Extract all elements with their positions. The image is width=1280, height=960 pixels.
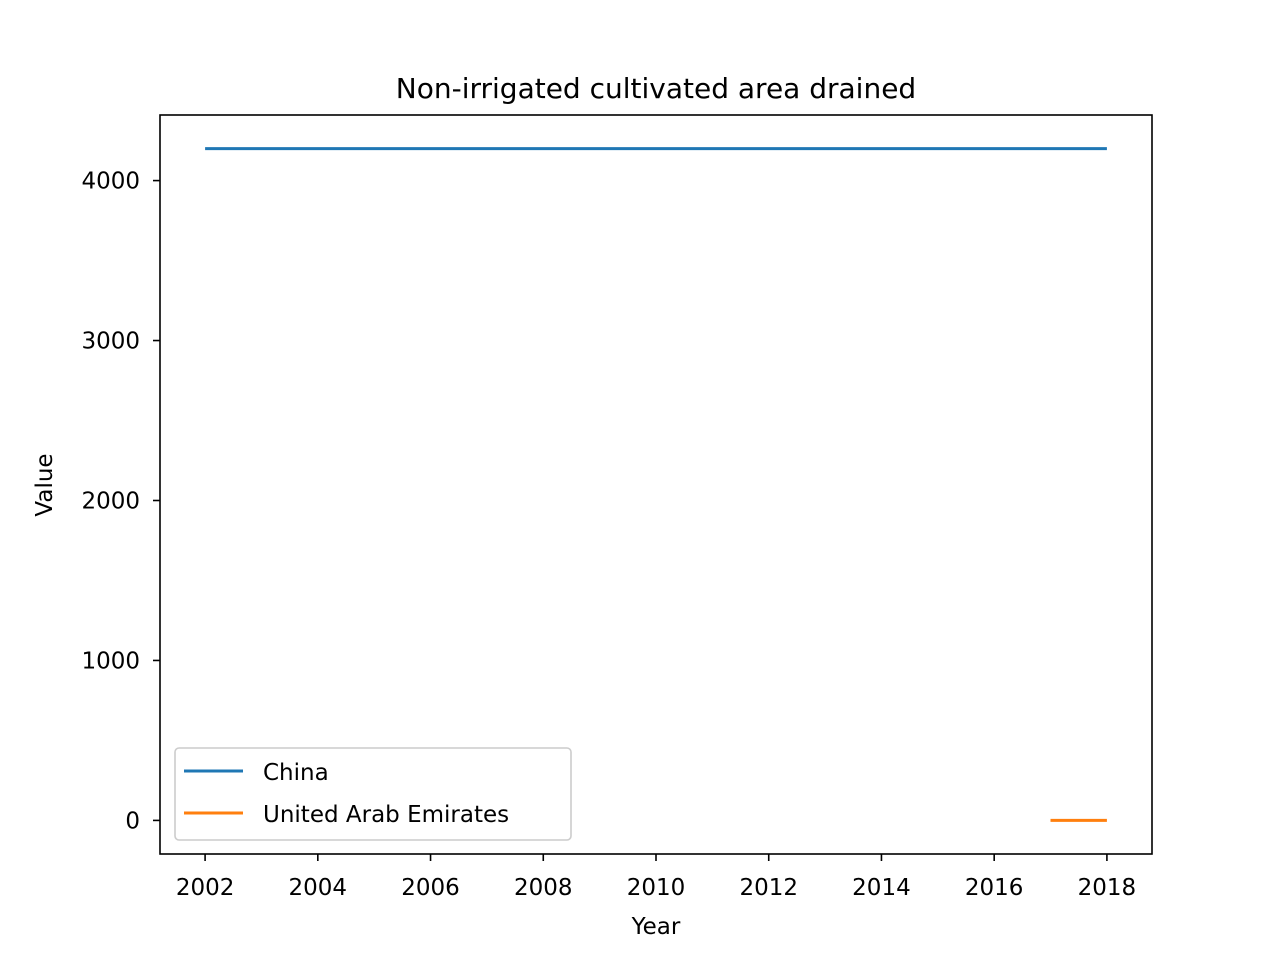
legend-label-china: China <box>263 760 329 786</box>
legend: China United Arab Emirates <box>174 747 572 841</box>
y-tick-label: 2000 <box>81 488 140 514</box>
x-tick-label: 2016 <box>965 875 1024 901</box>
y-tick-label: 4000 <box>81 169 140 195</box>
x-tick-label: 2002 <box>176 875 235 901</box>
series-layer <box>205 147 1107 822</box>
y-tick-label: 3000 <box>81 329 140 355</box>
legend-box <box>174 747 572 841</box>
y-axis-label: Value <box>32 453 58 516</box>
x-tick-label: 2006 <box>401 875 460 901</box>
x-axis-label: Year <box>631 914 681 940</box>
y-axis: 0 1000 2000 3000 4000 <box>81 169 160 834</box>
legend-label-united-arab-emirates: United Arab Emirates <box>263 802 509 828</box>
x-tick-label: 2010 <box>627 875 686 901</box>
x-tick-label: 2004 <box>289 875 348 901</box>
x-tick-label: 2012 <box>739 875 798 901</box>
chart-title: Non-irrigated cultivated area drained <box>396 72 916 105</box>
x-tick-label: 2008 <box>514 875 573 901</box>
x-axis: 2002 2004 2006 2008 2010 2012 2014 2016 2018 <box>176 854 1136 901</box>
x-tick-label: 2014 <box>852 875 911 901</box>
y-tick-label: 0 <box>125 808 140 834</box>
y-tick-label: 1000 <box>81 648 140 674</box>
x-tick-label: 2018 <box>1078 875 1137 901</box>
